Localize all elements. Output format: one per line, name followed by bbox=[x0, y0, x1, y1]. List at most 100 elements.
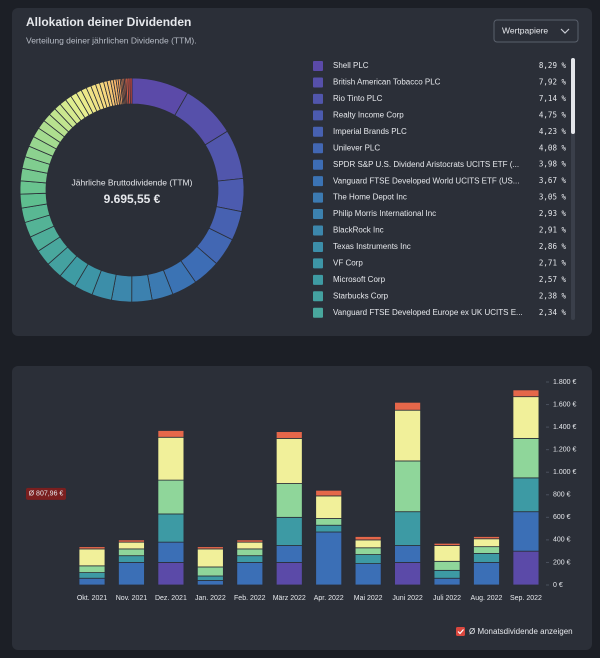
bar-segment bbox=[118, 548, 145, 557]
legend-value: 2,57 % bbox=[539, 275, 567, 284]
legend-value: 8,29 % bbox=[539, 61, 567, 70]
bar-segment bbox=[78, 546, 106, 550]
average-label: Ø 807,96 € bbox=[29, 491, 64, 498]
donut-slice bbox=[129, 77, 133, 105]
dropdown-label[interactable]: Wertpapiere bbox=[502, 25, 548, 35]
legend-swatch bbox=[313, 159, 323, 170]
bar-segment bbox=[394, 401, 422, 411]
bar-segment bbox=[118, 539, 145, 543]
legend-swatch bbox=[313, 110, 323, 121]
legend-swatch bbox=[313, 61, 323, 71]
bar-segment bbox=[354, 539, 382, 549]
bar-segment bbox=[512, 550, 540, 586]
bar-segment bbox=[78, 572, 106, 579]
bar-segment bbox=[196, 546, 224, 550]
bar-segment bbox=[315, 489, 343, 497]
checkbox-label[interactable]: Ø Monatsdividende anzeigen bbox=[469, 627, 573, 636]
y-tick-label: 1.400 € bbox=[553, 424, 576, 431]
dropdown-chevron bbox=[560, 28, 570, 34]
y-tick-label: 600 € bbox=[553, 514, 571, 521]
bar-segment bbox=[157, 430, 185, 438]
y-tick-label: 400 € bbox=[553, 537, 571, 544]
checkbox[interactable] bbox=[456, 627, 465, 636]
average-marker bbox=[26, 487, 66, 500]
bar-segment bbox=[236, 541, 264, 550]
legend-label: SPDR S&P U.S. Dividend Aristocrats UCITS… bbox=[333, 160, 519, 169]
legend-value: 2,93 % bbox=[539, 209, 567, 218]
bar-segment bbox=[157, 436, 185, 481]
bar-segment bbox=[275, 437, 303, 484]
legend-value: 2,91 % bbox=[539, 226, 567, 235]
y-tick-label: 0 € bbox=[553, 582, 563, 589]
legend-swatch bbox=[313, 77, 323, 88]
bar-segment bbox=[433, 577, 461, 586]
bar-segment bbox=[433, 560, 461, 571]
bar-segment bbox=[473, 546, 500, 554]
bar-segment bbox=[236, 562, 264, 586]
legend-label: Unilever PLC bbox=[333, 143, 380, 152]
legend-swatch bbox=[313, 192, 323, 203]
legend-value: 4,23 % bbox=[539, 127, 567, 136]
bar-segment bbox=[236, 539, 264, 543]
bar-segment bbox=[473, 536, 500, 540]
donut-slice bbox=[215, 177, 245, 213]
bar-segment bbox=[118, 541, 145, 550]
bar-segment bbox=[473, 538, 500, 548]
bar-segment bbox=[236, 555, 264, 563]
legend-value: 3,05 % bbox=[539, 193, 567, 202]
bar-segment bbox=[394, 460, 422, 513]
bar-segment bbox=[78, 548, 106, 567]
x-tick-label: Mai 2022 bbox=[354, 595, 383, 602]
legend-value: 7,14 % bbox=[539, 94, 567, 103]
dropdown[interactable] bbox=[493, 19, 579, 43]
x-tick-label: Okt. 2021 bbox=[77, 595, 107, 602]
bar-segment bbox=[118, 555, 145, 563]
bar-segment bbox=[315, 518, 343, 526]
scrollbar-thumb[interactable] bbox=[571, 58, 575, 134]
x-tick-label: Juni 2022 bbox=[392, 595, 422, 602]
bar-segment bbox=[78, 577, 106, 586]
legend-label: Texas Instruments Inc bbox=[333, 242, 411, 251]
legend-label: Microsoft Corp bbox=[333, 275, 386, 284]
bar-segment bbox=[512, 389, 540, 398]
legend-swatch bbox=[313, 241, 323, 252]
bar-segment bbox=[394, 409, 422, 462]
y-tick-label: 1.800 € bbox=[553, 379, 576, 386]
bar-segment bbox=[275, 562, 303, 586]
x-tick-label: Juli 2022 bbox=[433, 595, 461, 602]
y-tick-label: 800 € bbox=[553, 492, 571, 499]
legend-swatch bbox=[313, 291, 323, 302]
bar-segment bbox=[118, 562, 145, 586]
bar-segment bbox=[157, 541, 185, 563]
panel-subtitle: Verteilung deiner jährlichen Dividende (… bbox=[26, 35, 197, 45]
bar-segment bbox=[394, 545, 422, 563]
bar-segment bbox=[78, 565, 106, 573]
legend-swatch bbox=[313, 176, 323, 187]
legend-swatch bbox=[313, 143, 323, 154]
legend-value: 3,67 % bbox=[539, 176, 567, 185]
legend-value: 2,71 % bbox=[539, 258, 567, 267]
bar-segment bbox=[473, 553, 500, 563]
legend-swatch bbox=[313, 307, 323, 318]
bar-segment bbox=[512, 477, 540, 513]
legend-label: The Home Depot Inc bbox=[333, 193, 407, 202]
legend-value: 7,92 % bbox=[539, 77, 567, 86]
legend-label: Philip Morris International Inc bbox=[333, 209, 436, 218]
legend-label: Realty Income Corp bbox=[333, 110, 404, 119]
bar-segment bbox=[275, 483, 303, 518]
bar-segment bbox=[315, 495, 343, 519]
legend-value: 4,08 % bbox=[539, 143, 567, 152]
x-tick-label: März 2022 bbox=[273, 595, 306, 602]
bar-segment bbox=[157, 562, 185, 586]
legend-value: 3,98 % bbox=[539, 160, 567, 169]
x-tick-label: Jan. 2022 bbox=[195, 595, 226, 602]
x-tick-label: Aug. 2022 bbox=[471, 595, 503, 602]
legend-label: Vanguard FTSE Developed Europe ex UK UCI… bbox=[333, 308, 523, 317]
bar-segment bbox=[196, 580, 224, 586]
bar-segment bbox=[394, 562, 422, 586]
legend-label: British American Tobacco PLC bbox=[333, 78, 441, 87]
legend-value: 2,86 % bbox=[539, 242, 567, 251]
x-tick-label: Dez. 2021 bbox=[155, 595, 187, 602]
legend-swatch bbox=[313, 258, 323, 269]
